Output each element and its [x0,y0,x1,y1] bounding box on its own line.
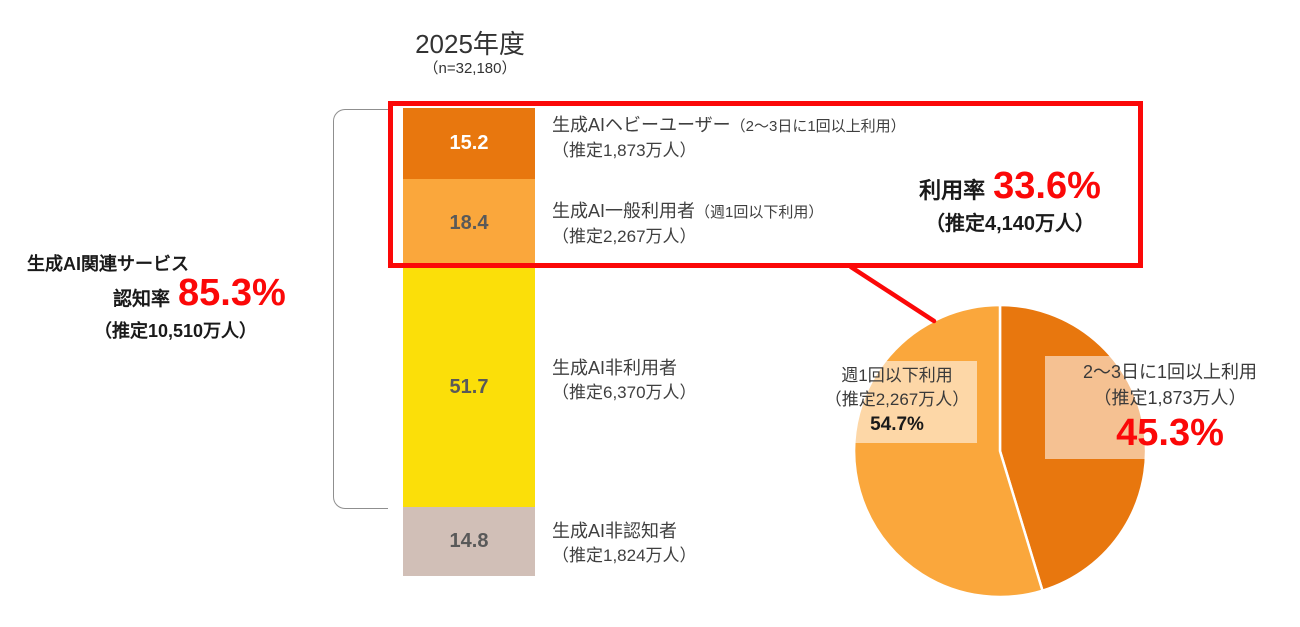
awareness-rate-value: 85.3% [178,272,286,314]
segment-label-general-user: 生成AI一般利用者（週1回以下利用） （推定2,267万人） [552,199,972,249]
pie-label-estimate: （推定1,873万人） [1093,388,1247,408]
pie-label-estimate: （推定2,267万人） [824,390,970,409]
segment-name: 生成AI非認知者 [552,521,678,541]
pie-label-percent: 54.7% [870,414,924,435]
bar-segment-non-user: 51.7 [403,267,535,507]
fiscal-year-title: 2025年度 [415,29,525,59]
segment-name: 生成AI非利用者 [552,358,678,378]
segment-label-unaware: 生成AI非認知者 （推定1,824万人） [552,519,972,568]
pie-label-heavy: 2〜3日に1回以上利用 （推定1,873万人） 45.3% [1045,356,1295,459]
usage-rate-value: 33.6% [993,165,1101,207]
bar-segment-unaware: 14.8 [403,507,535,576]
usage-highlight-box [388,101,1143,268]
pie-label-text: 週1回以下利用 [841,366,953,385]
segment-label-heavy-user: 生成AIヘビーユーザー（2〜3日に1回以上利用） （推定1,873万人） [552,113,972,163]
bar-segment-general-user: 18.4 [403,179,535,267]
stacked-bar: 15.2 18.4 51.7 14.8 [403,108,535,576]
segment-label-non-user: 生成AI非利用者 （推定6,370万人） [552,356,972,405]
segment-estimate: （推定2,267万人） [552,227,697,246]
pie-label-text: 2〜3日に1回以上利用 [1082,362,1258,382]
segment-estimate: （推定1,824万人） [552,546,697,565]
sample-size-label: （n=32,180） [423,60,517,77]
usage-rate-label: 利用率 [919,178,986,203]
awareness-estimate: （推定10,510万人） [94,321,258,341]
awareness-rate: 認知率 85.3% [113,272,286,314]
awareness-service-label: 生成AI関連サービス [27,254,189,274]
segment-qualifier: （週1回以下利用） [695,204,824,221]
pie-label-general: 週1回以下利用 （推定2,267万人） 54.7% [817,361,977,443]
segment-estimate: （推定1,873万人） [552,141,697,160]
segment-name: 生成AIヘビーユーザー [552,115,731,135]
segment-estimate: （推定6,370万人） [552,383,697,402]
usage-estimate: （推定4,140万人） [924,213,1096,235]
segment-qualifier: （2〜3日に1回以上利用） [730,118,906,135]
usage-rate-block: 利用率 33.6% （推定4,140万人） [880,166,1140,236]
segment-name: 生成AI一般利用者 [552,201,696,221]
bar-segment-heavy-user: 15.2 [403,108,535,179]
pie-label-percent: 45.3% [1116,412,1224,454]
awareness-rate-label: 認知率 [113,289,171,310]
callout-connector-line [848,264,937,324]
awareness-bracket [333,109,388,509]
